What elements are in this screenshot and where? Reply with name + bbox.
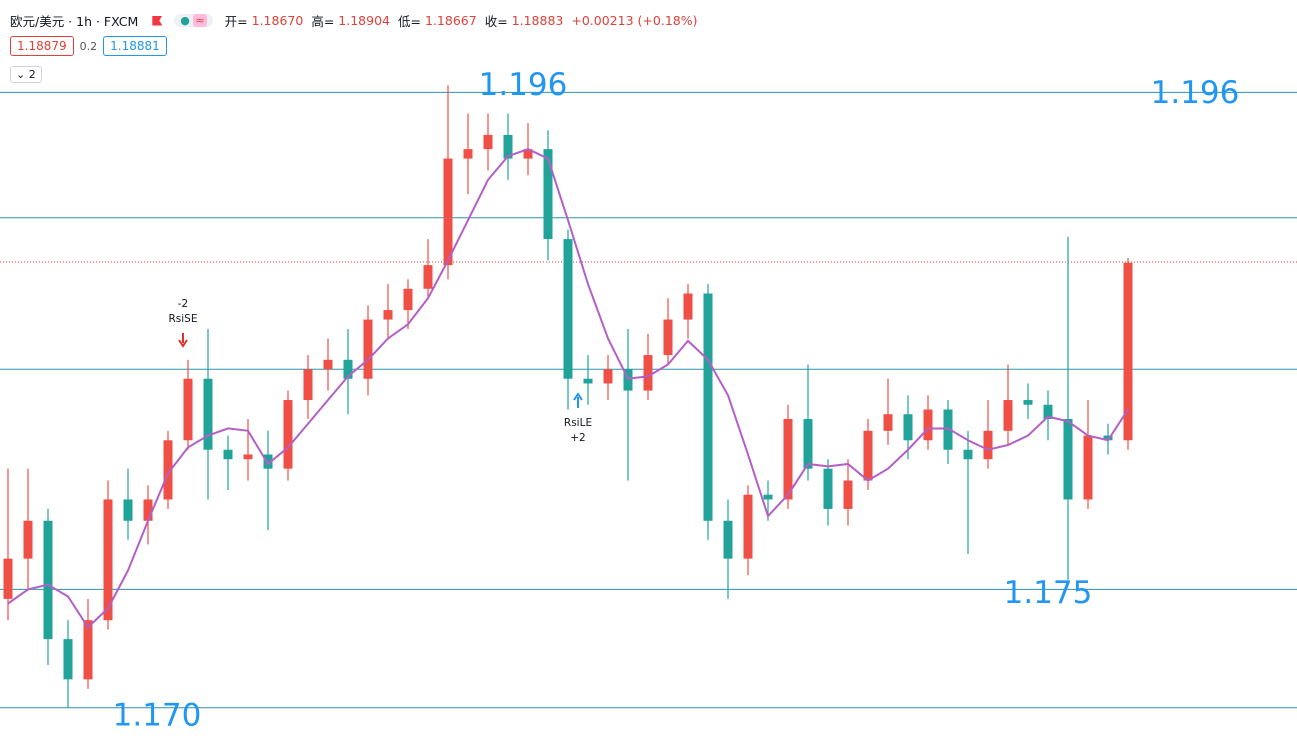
candle-body: [823, 468, 833, 509]
candle-body: [83, 620, 93, 680]
signal-qty: +2: [570, 432, 585, 444]
candle-body: [883, 414, 893, 431]
candle-body: [603, 369, 613, 384]
candle-body: [1043, 404, 1053, 419]
candle-body: [403, 288, 413, 311]
low-value: 1.18667: [424, 13, 477, 28]
indicator-toggle[interactable]: ⌄ 2: [10, 66, 42, 83]
symbol[interactable]: 欧元/美元 · 1h · FXCM: [10, 14, 139, 29]
candle-body: [143, 499, 153, 521]
high-value: 1.18904: [338, 13, 390, 28]
candle-body: [283, 400, 293, 469]
candle-body: [163, 440, 173, 500]
candle-body: [303, 369, 313, 401]
candle-body: [1103, 435, 1113, 441]
candle-body: [583, 378, 593, 384]
signal-qty: -2: [178, 298, 188, 310]
candle-body: [343, 359, 353, 379]
candle-body: [923, 409, 933, 441]
low-label: 低=: [398, 14, 421, 29]
candle-body: [783, 418, 793, 500]
indicator-count: 2: [28, 68, 36, 81]
candle-body: [763, 494, 773, 500]
candle-body: [323, 359, 333, 370]
flag-icon[interactable]: [152, 15, 163, 26]
spread: 0.2: [79, 39, 98, 53]
signal-arrow: [573, 392, 583, 408]
candle-body: [223, 449, 233, 460]
moving-average: [7, 148, 1129, 629]
candle-body: [1003, 400, 1013, 431]
candle-body: [103, 499, 113, 621]
candle-body: [803, 418, 813, 469]
candle-body: [243, 454, 253, 460]
candle-body: [863, 430, 873, 481]
open-label: 开=: [224, 14, 248, 29]
sell-button[interactable]: 1.18879: [10, 36, 74, 56]
candle-body: [483, 134, 493, 150]
candle-body: [443, 158, 453, 266]
candle-body: [63, 639, 73, 680]
signal-arrow: [178, 333, 188, 348]
candle-body: [543, 149, 553, 240]
candle-body: [1023, 400, 1033, 405]
signal-name: RsiSE: [169, 313, 198, 325]
candle-body: [743, 494, 753, 559]
candle-body: [983, 430, 993, 460]
candle-body: [23, 520, 33, 559]
candle-body: [423, 265, 433, 289]
candle-body: [1123, 262, 1133, 441]
candle-body: [123, 499, 133, 521]
level-label: 1.170: [113, 697, 202, 733]
candle-body: [263, 454, 273, 469]
candle-body: [43, 520, 53, 640]
candle-body: [623, 369, 633, 391]
candle-body: [563, 239, 573, 379]
candle-body: [523, 149, 533, 159]
level-label: 1.175: [1004, 575, 1093, 611]
close-value: 1.18883: [511, 13, 564, 28]
candle-body: [183, 378, 193, 441]
candle-body: [903, 414, 913, 441]
status-pill[interactable]: ● ≈: [174, 14, 213, 27]
candle-body: [363, 319, 373, 379]
high-label: 高=: [311, 14, 335, 29]
change-percent: (+0.18%): [637, 13, 698, 28]
candle-body: [663, 319, 673, 356]
candle-body: [383, 310, 393, 320]
level-label: 1.196: [479, 67, 568, 103]
candle-body: [703, 293, 713, 521]
open-value: 1.18670: [251, 13, 304, 28]
close-label: 收=: [484, 14, 508, 29]
candle-body: [1083, 435, 1093, 500]
candle-body: [203, 378, 213, 450]
candle-body: [843, 480, 853, 509]
change-value: +0.00213: [571, 13, 634, 28]
trade-bar: 1.18879 0.2 1.18881: [10, 36, 167, 56]
signal-name: RsiLE: [564, 417, 592, 429]
legend-bar: 欧元/美元 · 1h · FXCM ● ≈ 开= 1.18670 高= 1.1890…: [10, 11, 697, 30]
candle-body: [643, 355, 653, 391]
candle-body: [943, 409, 953, 450]
candle-body: [463, 149, 473, 159]
buy-button[interactable]: 1.18881: [103, 36, 167, 56]
candle-body: [963, 449, 973, 460]
candle-body: [723, 520, 733, 559]
candle-body: [503, 134, 513, 159]
candle-body: [3, 558, 13, 599]
candle-body: [1063, 418, 1073, 500]
candle-body: [683, 293, 693, 320]
level-label: 1.196: [1151, 75, 1240, 111]
